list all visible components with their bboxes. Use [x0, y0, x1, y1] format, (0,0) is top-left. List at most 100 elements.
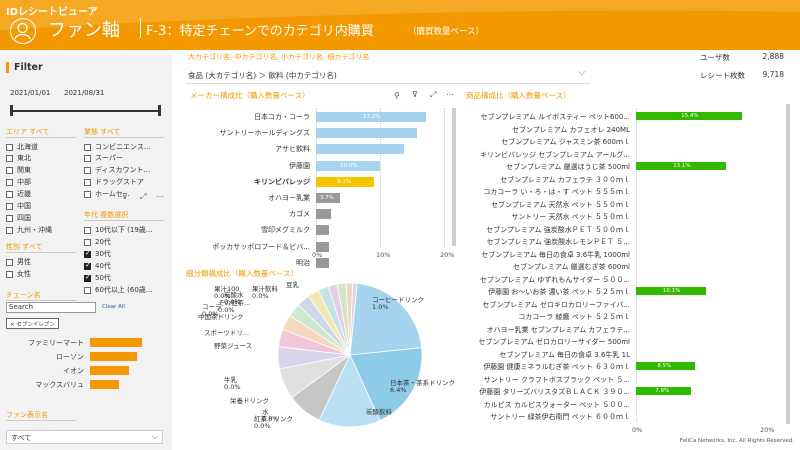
maker-bar-label[interactable]: アサヒ飲料 [275, 145, 310, 154]
area-item-kanto[interactable]: 関東 [6, 165, 31, 175]
product-bar-label[interactable]: サントリー 天然水 ペット ５５０ｍｌ [511, 213, 630, 221]
more-options-icon[interactable]: ⋯ [156, 192, 164, 201]
product-bar-label[interactable]: セブンプレミアム ジャスミン茶 600ｍｌ [501, 138, 630, 146]
chain-bar-label[interactable]: ローソン [56, 353, 84, 361]
business-item-supermarket[interactable]: スーパー [84, 153, 123, 163]
product-chart-scrollbar[interactable] [786, 104, 790, 424]
product-bar-label[interactable]: セブンプレミアム 強炭酸水ＰＥＴ ５００ｍｌ [486, 225, 630, 234]
checkbox[interactable] [6, 270, 13, 278]
checkbox-checked[interactable] [84, 261, 91, 270]
area-item-chugoku[interactable]: 中国 [6, 201, 31, 211]
maker-bar-label[interactable]: キリンビバレッジ [254, 177, 310, 186]
maker-bar[interactable] [316, 128, 418, 139]
checkbox[interactable] [6, 214, 13, 222]
checkbox[interactable] [6, 166, 13, 174]
checkbox[interactable] [84, 178, 91, 186]
product-bar-label[interactable]: セブンプレミアム 厳選むぎ茶 600ml [513, 263, 630, 271]
pie-slice[interactable] [349, 282, 358, 356]
selected-chain-chip[interactable]: × セブンイレブン [6, 318, 59, 329]
age-item-50s[interactable]: 50代 [84, 273, 111, 283]
chain-bar[interactable] [90, 352, 137, 361]
chevron-down-icon[interactable]: ⌵ [578, 67, 586, 78]
date-from-input[interactable]: 2021/01/01 [10, 89, 51, 97]
product-bar[interactable] [636, 112, 743, 120]
product-bar-label[interactable]: セブンプレミアム ルイボスティー ペット600... [480, 113, 630, 121]
maker-bar-label[interactable]: サントリーホールディングス [219, 129, 310, 138]
focus-mode-icon[interactable]: ⤢ [140, 192, 147, 201]
pin-icon[interactable]: ⚲ [394, 91, 400, 100]
pie-slice[interactable] [349, 282, 423, 356]
fan-display-dropdown[interactable]: すべて ⌵ [6, 430, 163, 444]
product-bar-label[interactable]: 伊藤園 健康ミネラルむぎ茶 ペット ６３０ｍｌ [483, 363, 630, 371]
focus-mode-icon[interactable]: ⤢ [430, 90, 437, 99]
checkbox[interactable] [84, 154, 91, 162]
age-item-60s[interactable]: 60代以上 (60歳... [84, 285, 152, 295]
date-slider-end-handle[interactable] [158, 105, 161, 116]
age-item-40s[interactable]: 40代 [84, 261, 111, 271]
date-slider-start-handle[interactable] [10, 105, 13, 116]
maker-chart-scrollbar[interactable] [452, 108, 456, 246]
product-bar-label[interactable]: セブンプレミアム ゼロキロカロリーファイバ... [482, 300, 630, 309]
chain-bar[interactable] [90, 366, 129, 375]
maker-bar-label[interactable]: ポッカサッポロフード＆ビバ... [212, 242, 310, 251]
age-item-10s[interactable]: 10代以下 (19歳... [84, 225, 152, 235]
product-bar[interactable] [636, 387, 691, 395]
product-bar-label[interactable]: セブンプレミアム 厳選ほうじ茶 500ml [506, 163, 630, 171]
product-bar-label[interactable]: セブンプレミアム カフェオレ 240ML [511, 125, 630, 134]
chain-bar-label[interactable]: ファミリーマート [28, 339, 84, 347]
maker-bar[interactable] [316, 225, 330, 236]
maker-bar-label[interactable]: 日本コカ・コーラ [254, 113, 310, 121]
category-selector[interactable]: 食品 (大カテゴリ名) ＞ 飲料 (中カテゴリ名) [188, 71, 337, 80]
area-item-hokkaido[interactable]: 北海道 [6, 142, 38, 152]
checkbox-checked[interactable] [84, 273, 91, 282]
checkbox[interactable] [6, 190, 13, 198]
product-bar-label[interactable]: セブンプレミアム 毎日の食卓 3.6牛乳 1000ml [481, 250, 630, 259]
business-item-convenience[interactable]: コンビニエンス... [84, 142, 151, 152]
product-bar-label[interactable]: コカコーラ い・ろ・は・す ペット ５５５ｍｌ [483, 188, 630, 196]
product-bar-label[interactable]: コカコーラ 綾鷹 ペット ５２５ｍｌ [518, 313, 630, 321]
gender-item-female[interactable]: 女性 [6, 269, 31, 279]
product-bar-label[interactable]: セブンプレミアム 天然水 ペット ５５０ｍｌ [491, 200, 630, 209]
checkbox[interactable] [6, 202, 13, 210]
maker-bar-label[interactable]: 明治 [296, 258, 310, 267]
product-bar-label[interactable]: セブンプレミアム カフェラテ ３００ｍｌ [500, 175, 630, 184]
age-item-30s[interactable]: 30代 [84, 249, 111, 259]
area-item-tohoku[interactable]: 東北 [6, 153, 31, 163]
checkbox[interactable] [6, 143, 13, 151]
pie-slice[interactable] [318, 354, 381, 428]
checkbox[interactable] [84, 238, 91, 246]
area-item-kinki[interactable]: 近畿 [6, 189, 31, 199]
product-bar[interactable] [636, 287, 706, 295]
chain-bar[interactable] [90, 380, 119, 389]
maker-bar[interactable] [316, 193, 340, 203]
product-bar-label[interactable]: サントリー 緑茶伊右衛門 ペット ６００ｍｌ [490, 413, 630, 421]
maker-bar[interactable] [316, 176, 375, 187]
product-bar-label[interactable]: 伊藤園 お～いお茶 濃い茶 ペット ５２５ｍｌ [488, 288, 630, 296]
product-bar-label[interactable]: カルピス カルピスウォーター ペット ５００... [483, 400, 630, 409]
checkbox-checked[interactable] [84, 249, 91, 258]
area-item-shikoku[interactable]: 四国 [6, 213, 31, 223]
product-bar[interactable] [636, 162, 727, 170]
chain-search-input[interactable]: Search [6, 302, 96, 313]
maker-bar-label[interactable]: カゴメ [289, 210, 310, 219]
product-bar-label[interactable]: オハヨー乳業 セブンプレミアム カフェラテ... [486, 325, 630, 334]
area-item-kyushu[interactable]: 九州・沖縄 [6, 225, 52, 235]
chain-bar[interactable] [90, 338, 142, 347]
product-bar-label[interactable]: キリンビバレッジ セブンプレミアム アールグ... [479, 150, 630, 159]
maker-bar[interactable] [316, 257, 329, 268]
date-to-input[interactable]: 2021/08/31 [64, 89, 105, 97]
product-bar-label[interactable]: セブンプレミアム ゆずれもんサイダー ５００... [479, 275, 630, 284]
product-bar[interactable] [636, 362, 695, 370]
filter-icon[interactable]: ⊽ [412, 90, 418, 99]
checkbox[interactable] [84, 226, 91, 234]
product-bar-label[interactable]: セブンプレミアム 強炭酸水レモンＰＥＴ ５... [486, 238, 630, 246]
area-item-chubu[interactable]: 中部 [6, 177, 31, 187]
product-bar-label[interactable]: セブンプレミアム ゼロカロリーサイダー 500ml [478, 338, 630, 346]
gender-item-male[interactable]: 男性 [6, 257, 31, 267]
maker-bar[interactable] [316, 144, 405, 155]
business-item-homecenter[interactable]: ホームセ... [84, 189, 129, 199]
maker-bar[interactable] [316, 112, 427, 122]
more-options-icon[interactable]: ⋯ [446, 90, 454, 99]
pie-slice[interactable] [349, 347, 423, 422]
checkbox[interactable] [84, 190, 91, 198]
